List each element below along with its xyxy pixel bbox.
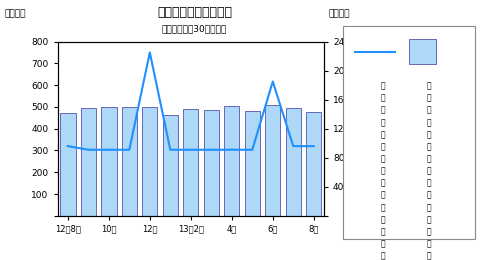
Text: 賃金と労働時間の推移: 賃金と労働時間の推移	[157, 6, 232, 20]
Bar	[204, 109, 219, 216]
Text: 給: 給	[427, 215, 432, 224]
Text: 間: 間	[381, 252, 385, 260]
Text: 実: 実	[381, 203, 385, 212]
Text: 働: 働	[381, 118, 385, 127]
Text: 現: 現	[427, 191, 432, 200]
Bar	[224, 107, 240, 216]
Bar	[101, 107, 117, 216]
Text: 人: 人	[427, 154, 432, 163]
Text: 与: 与	[427, 227, 432, 236]
Text: 働: 働	[381, 227, 385, 236]
Bar	[286, 108, 301, 216]
Text: 用: 用	[381, 94, 385, 103]
Bar	[121, 107, 137, 216]
Text: 平: 平	[427, 166, 432, 176]
Text: 金: 金	[427, 203, 432, 212]
Bar	[60, 113, 75, 216]
Bar	[142, 107, 157, 216]
Bar	[306, 112, 322, 216]
Bar	[163, 115, 178, 216]
Bar	[81, 108, 96, 216]
Text: 働: 働	[427, 118, 432, 127]
Text: 総: 総	[381, 191, 385, 200]
Text: （千円）: （千円）	[5, 9, 26, 18]
Text: 者: 者	[381, 130, 385, 139]
Bar	[409, 39, 435, 64]
Text: １: １	[381, 142, 385, 151]
Text: 労: 労	[381, 215, 385, 224]
Text: 均: 均	[381, 179, 385, 188]
Text: 均: 均	[427, 179, 432, 188]
Text: 額: 額	[427, 252, 432, 260]
Text: １: １	[427, 142, 432, 151]
Text: 時: 時	[381, 239, 385, 248]
Text: 平: 平	[381, 166, 385, 176]
Bar	[245, 110, 260, 216]
Text: 常: 常	[381, 81, 385, 90]
Text: 人: 人	[381, 154, 385, 163]
Text: 総: 総	[427, 239, 432, 248]
Text: （時間）: （時間）	[329, 9, 350, 18]
Text: 者: 者	[427, 130, 432, 139]
Text: 労: 労	[427, 106, 432, 115]
Text: （事業所規模30人以上）: （事業所規模30人以上）	[162, 25, 227, 34]
Text: 用: 用	[427, 94, 432, 103]
Bar	[265, 105, 280, 216]
Bar	[183, 109, 199, 216]
Text: 労: 労	[381, 106, 385, 115]
Text: 常: 常	[427, 81, 432, 90]
